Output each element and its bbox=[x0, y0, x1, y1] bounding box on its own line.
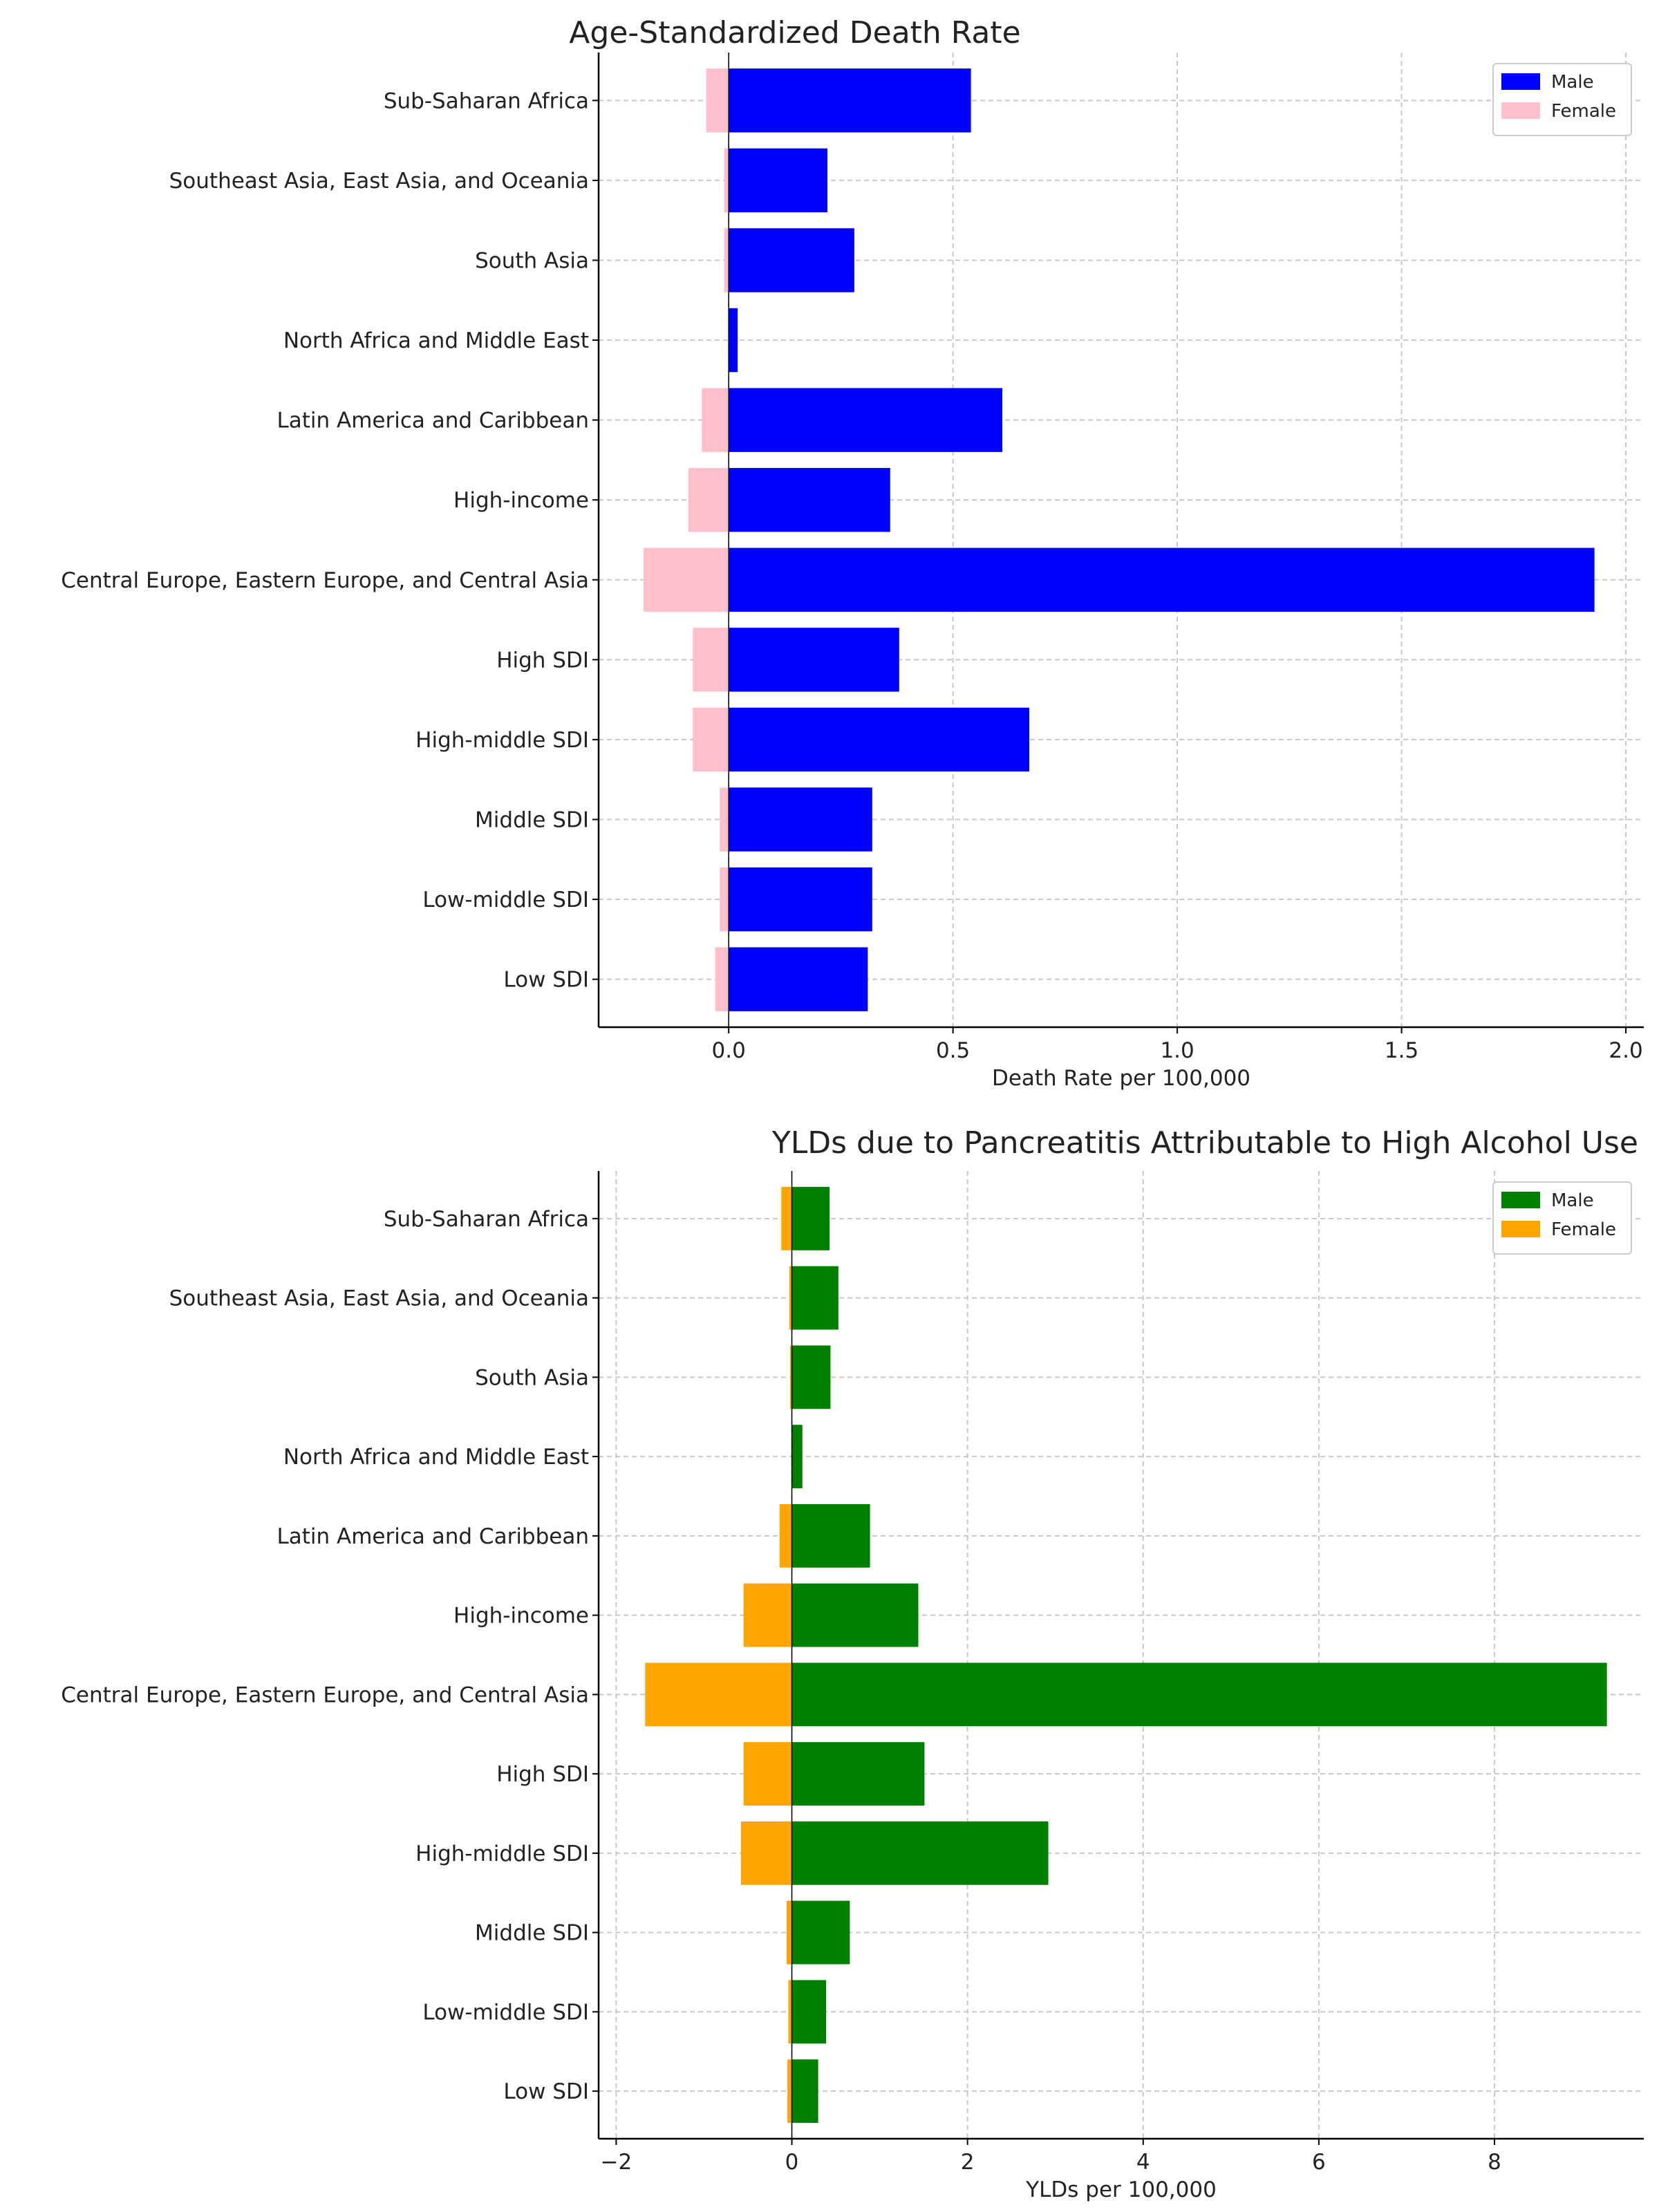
bar-male bbox=[791, 1186, 830, 1250]
category-label: Low-middle SDI bbox=[422, 888, 589, 912]
bar-female bbox=[740, 1821, 792, 1885]
bar-male bbox=[729, 467, 890, 532]
category-label: High-income bbox=[453, 488, 589, 513]
category-label: High SDI bbox=[496, 1762, 589, 1787]
bar-female bbox=[724, 228, 729, 292]
x-tick-label: 1.5 bbox=[1385, 1038, 1418, 1063]
bar-male bbox=[729, 68, 971, 133]
legend-swatch-male bbox=[1501, 1192, 1540, 1208]
legend-label-male: Male bbox=[1551, 72, 1594, 93]
bar-female bbox=[693, 707, 729, 772]
category-label: South Asia bbox=[475, 1365, 589, 1390]
legend-label-female: Female bbox=[1551, 101, 1616, 122]
category-label: North Africa and Middle East bbox=[283, 1445, 589, 1470]
bar-male bbox=[729, 388, 1003, 452]
category-label: High SDI bbox=[496, 648, 589, 673]
category-label: Middle SDI bbox=[475, 808, 589, 833]
x-tick-label: 8 bbox=[1488, 2150, 1501, 2175]
bar-male bbox=[729, 228, 854, 292]
bar-male bbox=[791, 1583, 919, 1647]
bar-female bbox=[789, 1266, 792, 1330]
category-label: Latin America and Caribbean bbox=[276, 409, 589, 433]
category-label: Low SDI bbox=[503, 2079, 589, 2104]
bar-male bbox=[729, 787, 872, 852]
bar-male bbox=[729, 547, 1595, 612]
bar-female bbox=[779, 1503, 792, 1568]
x-tick-label: 4 bbox=[1136, 2150, 1150, 2175]
bar-female bbox=[688, 467, 729, 532]
bar-male bbox=[791, 1821, 1049, 1885]
chart-title: Age-Standardized Death Rate bbox=[569, 15, 1020, 50]
category-label: Sub-Saharan Africa bbox=[384, 1207, 589, 1232]
bar-female bbox=[743, 1742, 792, 1806]
category-label: South Asia bbox=[475, 248, 589, 273]
bar-male bbox=[729, 867, 872, 932]
bar-male bbox=[729, 148, 827, 213]
x-tick-label: 0.5 bbox=[936, 1038, 970, 1063]
category-label: Low SDI bbox=[503, 968, 589, 993]
x-tick-label: 2 bbox=[961, 2150, 975, 2175]
x-tick-label: 0 bbox=[785, 2150, 799, 2175]
category-label: Middle SDI bbox=[475, 1921, 589, 1946]
x-axis-label: Death Rate per 100,000 bbox=[992, 1066, 1250, 1091]
category-label: North Africa and Middle East bbox=[283, 328, 589, 353]
bar-female bbox=[643, 547, 729, 612]
bar-female bbox=[693, 628, 729, 692]
bar-female bbox=[715, 947, 729, 1011]
bar-male bbox=[791, 1742, 925, 1806]
category-label: Central Europe, Eastern Europe, and Cent… bbox=[61, 568, 589, 593]
bar-male bbox=[791, 1266, 838, 1330]
category-label: Low-middle SDI bbox=[422, 2000, 589, 2025]
bar-male bbox=[729, 707, 1029, 772]
bar-female bbox=[787, 2059, 792, 2124]
x-tick-label: 0.0 bbox=[712, 1038, 746, 1063]
x-tick-label: −2 bbox=[601, 2150, 632, 2175]
x-tick-label: 6 bbox=[1312, 2150, 1326, 2175]
bar-male bbox=[791, 1345, 831, 1409]
bar-female bbox=[645, 1662, 792, 1727]
bar-female bbox=[743, 1583, 792, 1647]
bar-male bbox=[729, 308, 738, 373]
ylds-chart: Sub-Saharan Africa Southeast Asia, East A… bbox=[61, 1125, 1644, 2202]
legend-swatch-male bbox=[1501, 73, 1540, 90]
bar-female bbox=[781, 1186, 792, 1250]
category-label: High-middle SDI bbox=[415, 1841, 589, 1866]
bar-female bbox=[720, 867, 729, 932]
bar-male bbox=[791, 1425, 803, 1489]
legend: Male Female bbox=[1492, 63, 1632, 136]
x-tick-label: 2.0 bbox=[1609, 1038, 1642, 1063]
bar-male bbox=[791, 1503, 870, 1568]
bar-female bbox=[789, 1345, 792, 1409]
bar-male bbox=[791, 1900, 850, 1965]
x-tick-label: 1.0 bbox=[1160, 1038, 1194, 1063]
category-label: High-middle SDI bbox=[415, 728, 589, 753]
category-label: Southeast Asia, East Asia, and Oceania bbox=[169, 169, 589, 194]
legend: Male Female bbox=[1492, 1181, 1632, 1255]
category-label: Latin America and Caribbean bbox=[276, 1524, 589, 1549]
death-rate-chart: Sub-Saharan Africa Southeast Asia, East A… bbox=[61, 15, 1644, 1091]
bar-female bbox=[720, 787, 729, 852]
bar-male bbox=[791, 2059, 818, 2124]
bar-female bbox=[724, 148, 729, 213]
category-label: Southeast Asia, East Asia, and Oceania bbox=[169, 1286, 589, 1311]
bar-female bbox=[706, 68, 729, 133]
bar-female bbox=[702, 388, 729, 452]
category-label: Central Europe, Eastern Europe, and Cent… bbox=[61, 1683, 589, 1707]
bar-male bbox=[729, 628, 899, 692]
legend-swatch-female bbox=[1501, 1221, 1540, 1237]
chart-title: YLDs due to Pancreatitis Attributable to… bbox=[771, 1125, 1638, 1161]
legend-label-male: Male bbox=[1551, 1190, 1594, 1211]
bar-male bbox=[729, 947, 868, 1011]
category-label: High-income bbox=[453, 1604, 589, 1629]
bar-female bbox=[786, 1900, 792, 1965]
bar-female bbox=[788, 1980, 792, 2044]
legend-label-female: Female bbox=[1551, 1219, 1616, 1240]
x-axis-label: YLDs per 100,000 bbox=[1025, 2177, 1217, 2202]
legend-swatch-female bbox=[1501, 102, 1540, 119]
category-label: Sub-Saharan Africa bbox=[384, 88, 589, 113]
bar-male bbox=[791, 1662, 1607, 1727]
bar-male bbox=[791, 1980, 827, 2044]
